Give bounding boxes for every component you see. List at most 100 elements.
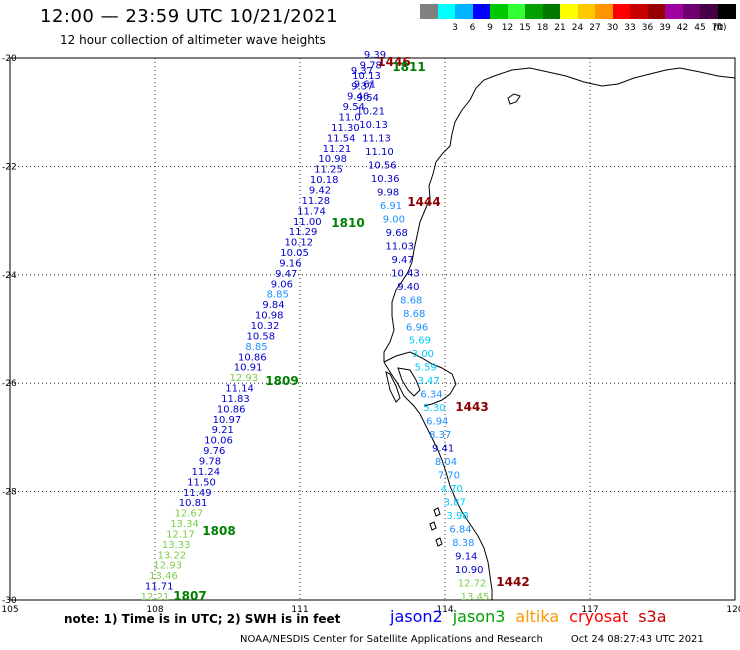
west-track-wave-height: 10.18 [310, 175, 339, 186]
west-track-wave-height: 11.0 [338, 113, 360, 124]
units-note: note: 1) Time is in UTC; 2) SWH is in fe… [64, 612, 341, 626]
scale-swatch [472, 4, 491, 19]
east-track-wave-height: 9.37 [351, 66, 373, 77]
west-track-wave-height: 13.34 [170, 519, 199, 530]
east-track-wave-height: 10.43 [391, 268, 420, 279]
scale-swatch [437, 4, 456, 19]
west-track-wave-height: 13.22 [158, 550, 187, 561]
legend-altika: altika [515, 607, 560, 626]
west-track-wave-height: 13.33 [162, 540, 191, 551]
pass-time-label: 1443 [455, 400, 488, 414]
west-track-wave-height: 11.25 [314, 165, 343, 176]
west-track-wave-height: 9.47 [275, 269, 297, 280]
east-track-wave-height: 8.68 [403, 309, 425, 320]
pass-time-label: 1810 [331, 216, 364, 230]
west-track-wave-height: 9.16 [279, 259, 301, 270]
west-track-wave-height: 13.46 [149, 571, 178, 582]
scale-swatch [560, 4, 578, 19]
page-subtitle: 12 hour collection of altimeter wave hei… [60, 33, 326, 47]
east-track-wave-height: 9.40 [397, 282, 419, 293]
west-track-wave-height: 9.37 [351, 81, 373, 92]
east-track-wave-height: 5.69 [409, 336, 431, 347]
legend-s3a: s3a [638, 607, 667, 626]
latitude-tick-label: -24 [2, 271, 17, 281]
east-track-wave-height: 6.34 [420, 390, 442, 401]
east-altimeter-track: 9.379.619.5410.2110.1311.1311.1010.5610.… [351, 66, 489, 603]
west-track-wave-height: 11.74 [297, 206, 326, 217]
east-track-wave-height: 7.70 [438, 471, 460, 482]
west-track-wave-height: 11.30 [331, 123, 360, 134]
west-track-wave-height: 11.83 [221, 394, 250, 405]
east-track-wave-height: 13.45 [461, 592, 490, 603]
scale-swatch [507, 4, 526, 19]
scale-tick-label: 9 [487, 23, 493, 33]
north-west-coastline [496, 67, 736, 87]
generated-timestamp: Oct 24 08:27:43 UTC 2021 [570, 634, 704, 645]
east-track-wave-height: 8.37 [429, 430, 451, 441]
longitude-tick-label: 111 [291, 605, 308, 615]
scale-swatch [490, 4, 508, 19]
east-track-wave-height: 9.61 [354, 80, 376, 91]
west-track-wave-height: 10.91 [234, 363, 263, 374]
east-track-wave-height: 10.56 [368, 160, 397, 171]
east-track-wave-height: 3.00 [412, 349, 434, 360]
pass-time-label: 1446 [377, 55, 410, 69]
east-track-wave-height: 9.68 [386, 228, 408, 239]
west-track-wave-height: 8.85 [267, 290, 289, 301]
latitude-tick-label: -30 [2, 596, 17, 606]
west-track-wave-height: 11.24 [191, 467, 220, 478]
east-track-wave-height: 9.47 [391, 255, 413, 266]
abrolhos-islands-1 [433, 507, 441, 517]
west-track-wave-height: 9.21 [212, 425, 234, 436]
pass-time-label: 1811 [392, 60, 425, 74]
west-track-wave-height: 9.78 [199, 457, 221, 468]
west-track-wave-height: 10.98 [255, 311, 284, 322]
east-track-wave-height: 5.59 [415, 363, 437, 374]
scale-swatch [542, 4, 561, 19]
scale-tick-label: 6 [469, 23, 476, 33]
west-track-wave-height: 9.78 [360, 60, 382, 71]
satellite-legend: jason2 jason3 altika cryosat s3a [390, 607, 677, 626]
scale-tick-label: 18 [536, 23, 549, 33]
scale-tick-label: 12 [501, 23, 514, 33]
west-track-wave-height: 9.06 [271, 279, 293, 290]
west-track-wave-height: 12.93 [153, 561, 182, 572]
west-track-wave-height: 12.67 [174, 509, 203, 520]
peron-peninsula [397, 367, 421, 397]
east-track-wave-height: 6.96 [406, 322, 428, 333]
west-track-wave-height: 11.14 [225, 384, 254, 395]
pass-time-label: 1442 [496, 575, 529, 589]
pass-time-label: 1444 [407, 195, 440, 209]
scale-tick-label: 42 [676, 23, 689, 33]
scale-swatch [595, 4, 613, 19]
east-track-wave-height: 9.98 [377, 187, 399, 198]
scale-tick-label: 36 [641, 23, 654, 33]
legend-jason3: jason3 [452, 607, 506, 626]
east-track-wave-height: 10.21 [356, 107, 385, 118]
west-track-wave-height: 10.81 [179, 498, 208, 509]
east-track-wave-height: 11.10 [365, 147, 394, 158]
east-track-wave-height: 9.14 [455, 552, 477, 563]
montebello-islands [507, 93, 521, 105]
scale-tick-label: 70 [711, 23, 724, 33]
west-track-wave-height: 11.29 [289, 227, 318, 238]
scale-swatch [682, 4, 701, 19]
scale-swatch [612, 4, 631, 19]
scale-tick-label: 33 [624, 23, 636, 33]
west-track-wave-height: 10.98 [318, 154, 347, 165]
credit-text: NOAA/NESDIS Center for Satellite Applica… [240, 634, 543, 645]
west-track-wave-height: 12.93 [229, 373, 258, 384]
west-track-wave-height: 10.58 [246, 331, 275, 342]
east-track-wave-height: 6.94 [426, 417, 448, 428]
west-track-wave-height: 11.54 [327, 133, 356, 144]
east-track-wave-height: 4.70 [441, 484, 463, 495]
west-track-wave-height: 9.39 [364, 50, 386, 61]
scale-swatch [717, 4, 736, 19]
west-track-wave-height: 10.05 [280, 248, 309, 259]
west-altimeter-track: 9.399.7810.139.379.469.5411.011.3011.541… [141, 50, 386, 603]
map-frame [9, 57, 736, 601]
west-track-wave-height: 11.49 [183, 488, 212, 499]
west-track-wave-height: 8.85 [245, 342, 267, 353]
